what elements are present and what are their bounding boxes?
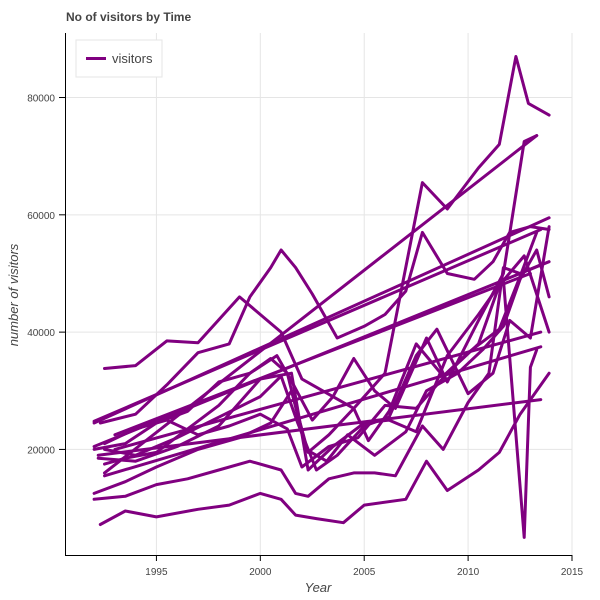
x-tick-label: 2015	[561, 567, 584, 578]
legend-label-visitors: visitors	[112, 51, 153, 66]
chart-title: No of visitors by Time	[66, 10, 191, 24]
series-line-visitors-15	[92, 228, 543, 423]
series-line-visitors-13	[96, 398, 543, 457]
series-line-visitors-17	[113, 330, 543, 451]
series-line-visitors-3	[98, 225, 551, 425]
series-line-visitors-0	[98, 371, 551, 526]
series-line-visitors-7	[92, 134, 539, 451]
legend: visitors	[75, 39, 163, 78]
axes	[65, 33, 572, 556]
ticks: 1995 2000 2005 2010 2015 20000 40000 60000 80000	[27, 94, 583, 578]
y-tick-label: 80000	[27, 94, 55, 105]
series-lines	[92, 55, 551, 539]
y-tick-label: 60000	[27, 211, 55, 222]
y-axis-title: number of visitors	[6, 243, 21, 346]
grid-lines	[65, 33, 573, 555]
x-tick-label: 2005	[353, 567, 376, 578]
y-tick-label: 40000	[27, 328, 55, 339]
series-line-visitors-16	[113, 272, 532, 437]
x-tick-label: 1995	[145, 567, 168, 578]
y-tick-label: 20000	[27, 445, 55, 456]
x-tick-label: 2000	[249, 567, 272, 578]
series-line-visitors-12	[103, 134, 539, 475]
x-axis-title: Year	[305, 580, 332, 595]
x-tick-label: 2010	[457, 567, 480, 578]
series-line-visitors-14	[103, 345, 543, 478]
